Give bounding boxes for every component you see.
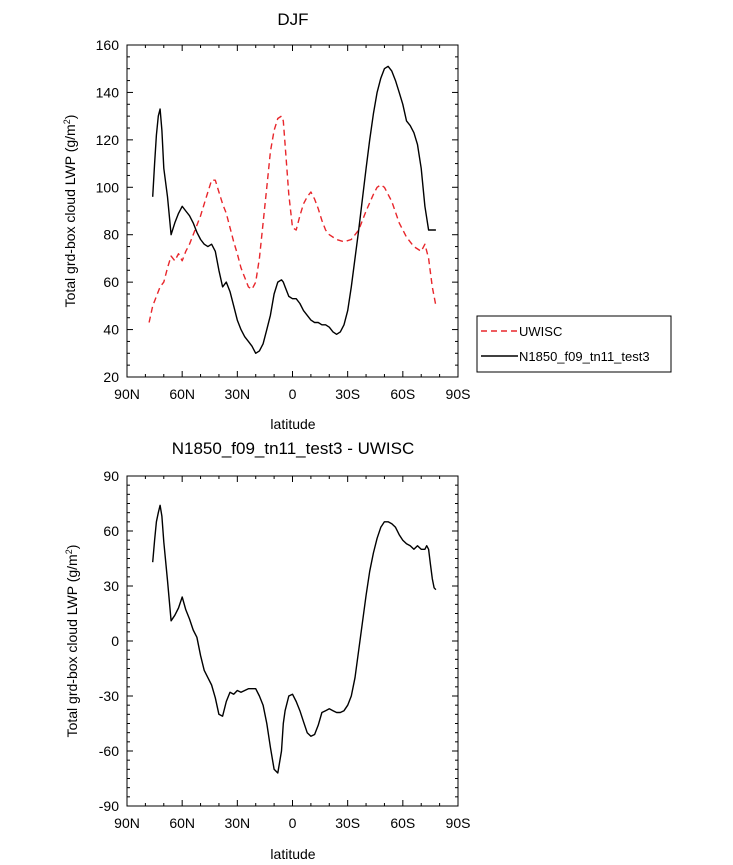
- plot-frame: [126, 475, 459, 807]
- y-tick-label: 160: [96, 37, 120, 53]
- y-tick-label: 140: [96, 84, 120, 100]
- y-axis-title-superscript: 2: [64, 549, 74, 554]
- x-tick-label: 30N: [224, 815, 250, 831]
- chart-title: DJF: [277, 10, 308, 29]
- panel-difference: N1850_f09_tn11_test3 - UWISC -90 -60 -30 0 3…: [64, 439, 470, 862]
- x-tick-label: 90S: [446, 386, 471, 402]
- legend-box: [476, 315, 672, 373]
- x-tick-label: 30N: [224, 386, 250, 402]
- y-tick-label: 120: [96, 132, 120, 148]
- plot-frame: [126, 44, 459, 378]
- x-tick-label: 90N: [114, 386, 140, 402]
- y-axis-title-close: ): [62, 115, 78, 120]
- chart-title: N1850_f09_tn11_test3 - UWISC: [172, 439, 415, 458]
- x-tick-label: 0: [289, 386, 297, 402]
- x-tick-label: 60N: [169, 815, 195, 831]
- y-tick-label: 80: [103, 227, 119, 243]
- series-line-n1850-f09-tn11-test3: [152, 65, 436, 354]
- x-tick-label: 60S: [390, 815, 415, 831]
- y-tick-label: -90: [99, 798, 119, 814]
- y-tick-label: 100: [96, 179, 120, 195]
- legend-label-uwisc: UWISC: [519, 324, 562, 339]
- y-axis-title: Total grd-box cloud LWP (g/m2): [62, 115, 78, 308]
- series-line-n1850-f09-tn11-test3-uwisc: [152, 504, 437, 774]
- x-axis-title: latitude: [270, 416, 315, 432]
- legend-label-model: N1850_f09_tn11_test3: [519, 349, 650, 364]
- series-line-uwisc: [148, 115, 437, 323]
- y-tick-label: 40: [103, 322, 119, 338]
- panel-djf: DJF 20 40 60 80 100 120 140 160 90N 60N 30N 0 30S 60S…: [62, 10, 672, 432]
- y-axis-title: Total grd-box cloud LWP (g/m2): [64, 545, 80, 738]
- x-tick-label: 60S: [390, 386, 415, 402]
- y-tick-label: 20: [103, 369, 119, 385]
- y-tick-label: 60: [103, 523, 119, 539]
- x-tick-label: 90S: [446, 815, 471, 831]
- legend: UWISC N1850_f09_tn11_test3: [476, 315, 672, 373]
- y-axis-title-close: ): [64, 545, 80, 550]
- y-tick-label: 90: [103, 468, 119, 484]
- x-tick-label: 60N: [169, 386, 195, 402]
- x-tick-label: 0: [289, 815, 297, 831]
- x-axis-title: latitude: [270, 846, 315, 862]
- plot-area: -90 -60 -30 0 30 60 90 90N 60N 30N 0 30S 60S 90S: [99, 468, 471, 831]
- y-axis-title-main: Total grd-box cloud LWP (g/m: [62, 124, 78, 307]
- y-tick-label: -30: [99, 688, 119, 704]
- x-tick-label: 30S: [335, 386, 360, 402]
- y-axis-title-superscript: 2: [62, 119, 72, 124]
- x-tick-label: 30S: [335, 815, 360, 831]
- y-tick-label: 0: [111, 633, 119, 649]
- y-tick-label: 60: [103, 274, 119, 290]
- y-tick-label: -60: [99, 743, 119, 759]
- x-tick-label: 90N: [114, 815, 140, 831]
- y-axis-title-main: Total grd-box cloud LWP (g/m: [64, 554, 80, 737]
- y-tick-label: 30: [103, 578, 119, 594]
- plot-area: 20 40 60 80 100 120 140 160 90N 60N 30N 0 30S 60S 90S: [96, 37, 471, 402]
